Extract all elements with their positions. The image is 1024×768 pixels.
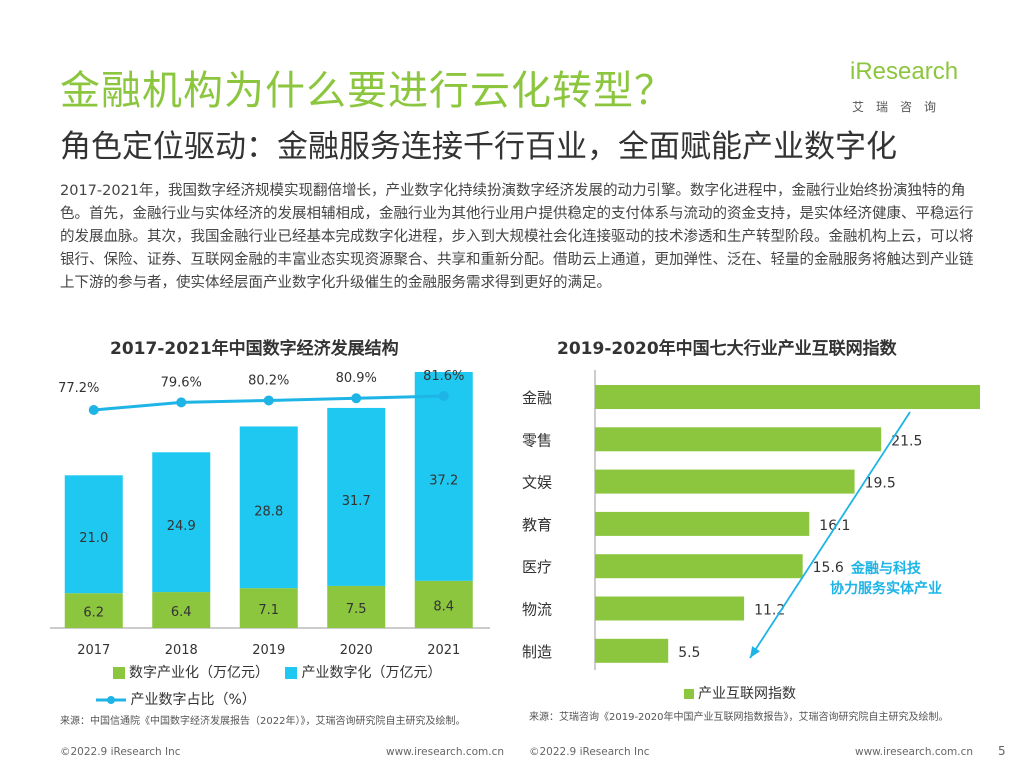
label-industrial-digitalization-2019: 28.8: [254, 504, 283, 519]
line-label-2017: 77.2%: [58, 381, 99, 396]
bar-industrial-digitalization-2018: [152, 452, 211, 593]
line-label-2019: 80.2%: [248, 373, 289, 388]
trend-arrow-line: [749, 411, 911, 659]
left-footer-url[interactable]: www.iresearch.com.cn: [386, 746, 505, 758]
label-industrial-digitalization-2020: 31.7: [342, 494, 371, 509]
legend-label-line: 产业数字占比（%）: [130, 692, 256, 708]
label-industrial-digitalization-2017: 21.0: [79, 531, 108, 546]
x-tick-2018: 2018: [165, 643, 198, 658]
bar-digital-industrialization-2018: [152, 592, 211, 628]
bar-零售: [595, 427, 882, 452]
logo-brand-cn: 艾瑞咨询: [852, 100, 949, 114]
annotation-line1: 金融与科技: [850, 560, 922, 577]
y-tick-医疗: 医疗: [522, 558, 552, 576]
y-tick-制造: 制造: [522, 643, 552, 661]
label-digital-industrialization-2017: 6.2: [83, 606, 104, 621]
bar-金融: [595, 385, 980, 409]
trend-arrow-head-icon: [750, 646, 760, 658]
right-chart: 金融30.2零售21.5文娱19.5教育16.1医疗15.6物流11.2制造5.…: [522, 370, 980, 670]
line-label-2018: 79.6%: [161, 375, 202, 390]
left-footer-copyright: ©2022.9 iResearch Inc: [60, 746, 181, 758]
logo-brand: iResearch: [850, 58, 959, 85]
value-label-零售: 21.5: [891, 433, 922, 449]
left-chart: 6.2 21.0 2017 6.4 24.9 2018 7.1 28.8 2019 7.5 31.7…: [50, 369, 490, 658]
value-label-医疗: 15.6: [813, 560, 844, 576]
left-chart-title: 2017-2021年中国数字经济发展结构: [110, 339, 399, 359]
legend-swatch-cyan: [285, 667, 298, 679]
bar-industrial-digitalization-2017: [64, 475, 123, 594]
line-label-2021: 81.6%: [423, 369, 464, 384]
y-tick-教育: 教育: [522, 516, 552, 534]
bar-教育: [595, 511, 810, 536]
line-point-2021: [438, 391, 449, 401]
label-digital-industrialization-2018: 6.4: [171, 605, 192, 620]
page-subtitle: 角色定位驱动：金融服务连接千行百业，全面赋能产业数字化: [60, 129, 897, 165]
bar-digital-industrialization-2017: [64, 593, 123, 628]
bar-digital-industrialization-2020: [327, 585, 386, 628]
bar-industrial-digitalization-2019: [239, 426, 298, 589]
y-tick-物流: 物流: [522, 601, 552, 619]
line-point-2017: [88, 405, 99, 415]
bar-制造: [595, 638, 669, 663]
left-legend-row1: 数字产业化（万亿元） 产业数字化（万亿元）: [113, 662, 441, 682]
x-tick-2019: 2019: [252, 643, 285, 658]
right-chart-title: 2019-2020年中国七大行业产业互联网指数: [557, 339, 897, 359]
right-source: 来源：艾瑞咨询《2019-2020年中国产业互联网指数报告》，艾瑞咨询研究院自主…: [529, 712, 949, 723]
value-label-文娱: 19.5: [865, 476, 896, 492]
bar-医疗: [595, 554, 803, 579]
line-point-2018: [176, 397, 187, 408]
annotation-line2: 协力服务实体产业: [830, 580, 942, 597]
bar-industrial-digitalization-2021: [414, 372, 473, 581]
left-source: 来源：中国信通院《中国数字经济发展报告（2022年）》，艾瑞咨询研究院自主研究及…: [60, 716, 466, 727]
legend-line-marker-icon: [96, 696, 126, 704]
iresearch-logo: iResearch 艾瑞咨询: [846, 54, 970, 120]
body-paragraph: 2017-2021年，我国数字经济规模实现翻倍增长，产业数字化持续扮演数字经济发…: [60, 183, 974, 291]
bar-文娱: [595, 469, 855, 494]
line-point-2019: [263, 395, 274, 406]
page-title: 金融机构为什么要进行云化转型？: [60, 68, 675, 114]
x-tick-2017: 2017: [77, 643, 110, 658]
bar-industrial-digitalization-2020: [327, 407, 386, 586]
x-tick-2020: 2020: [340, 643, 373, 658]
bar-物流: [595, 596, 745, 621]
value-label-制造: 5.5: [678, 645, 700, 661]
label-digital-industrialization-2020: 7.5: [346, 602, 367, 617]
y-tick-金融: 金融: [522, 389, 552, 407]
bar-digital-industrialization-2021: [414, 580, 473, 628]
legend-label-index: 产业互联网指数: [698, 686, 796, 702]
y-tick-零售: 零售: [522, 431, 552, 449]
legend-swatch-green: [684, 689, 694, 699]
legend-label-series1: 产业数字化（万亿元）: [301, 665, 442, 681]
legend-label-series0: 数字产业化（万亿元）: [129, 665, 269, 681]
y-tick-文娱: 文娱: [522, 474, 552, 492]
right-legend: 产业互联网指数: [684, 683, 796, 703]
legend-swatch-green: [113, 667, 125, 679]
label-digital-industrialization-2019: 7.1: [258, 603, 279, 618]
label-industrial-digitalization-2018: 24.9: [167, 519, 196, 534]
page-number: 5: [998, 744, 1006, 758]
label-industrial-digitalization-2021: 37.2: [429, 473, 458, 488]
line-label-2020: 80.9%: [336, 371, 377, 386]
x-tick-2021: 2021: [427, 643, 460, 658]
label-digital-industrialization-2021: 8.4: [433, 599, 454, 614]
line-point-2020: [351, 393, 362, 404]
left-legend-row2: 产业数字占比（%）: [96, 689, 256, 709]
right-footer-url[interactable]: www.iresearch.com.cn: [855, 746, 974, 758]
right-footer-copyright: ©2022.9 iResearch Inc: [529, 746, 650, 758]
bar-digital-industrialization-2019: [239, 588, 298, 628]
